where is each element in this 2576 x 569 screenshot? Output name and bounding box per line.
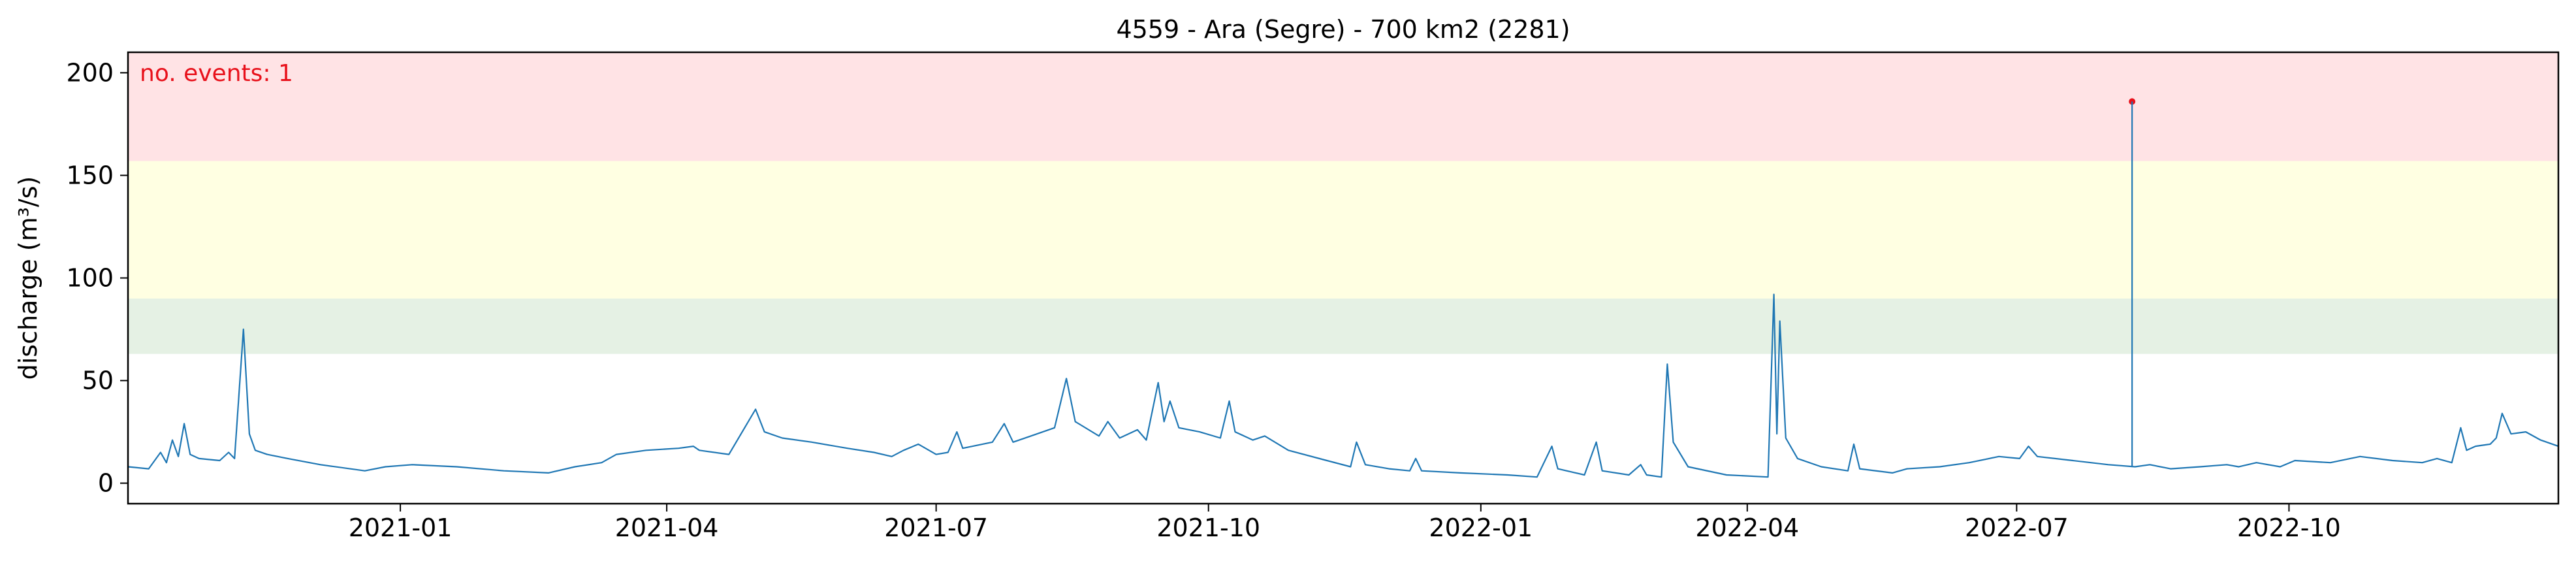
threshold-bands bbox=[128, 52, 2558, 354]
threshold-band-2 bbox=[128, 161, 2558, 299]
y-tick-label: 100 bbox=[66, 264, 114, 293]
y-axis-ticks: 0 50 100 150 200 bbox=[66, 58, 128, 498]
x-tick-label: 2021-07 bbox=[884, 513, 988, 542]
event-count-annotation: no. events: 1 bbox=[140, 60, 293, 87]
x-tick-label: 2021-04 bbox=[615, 513, 719, 542]
chart-title: 4559 - Ara (Segre) - 700 km2 (2281) bbox=[1116, 15, 1570, 44]
y-tick-label: 200 bbox=[66, 58, 114, 87]
x-axis-ticks: 2021-01 2021-04 2021-07 2021-10 2022-01 2022-… bbox=[349, 504, 2341, 542]
threshold-band-1 bbox=[128, 298, 2558, 354]
x-tick-label: 2022-01 bbox=[1429, 513, 1533, 542]
series-line-1 bbox=[127, 293, 2559, 478]
event-marker-layer bbox=[2129, 98, 2136, 467]
y-tick-label: 50 bbox=[82, 366, 114, 395]
x-tick-label: 2022-10 bbox=[2237, 513, 2341, 542]
x-tick-label: 2021-01 bbox=[349, 513, 453, 542]
x-tick-label: 2021-10 bbox=[1156, 513, 1260, 542]
series-layer bbox=[127, 293, 2559, 478]
y-tick-label: 0 bbox=[98, 469, 114, 498]
y-axis-label: discharge (m³/s) bbox=[14, 176, 42, 380]
threshold-band-3 bbox=[128, 52, 2558, 161]
x-tick-label: 2022-07 bbox=[1965, 513, 2069, 542]
y-tick-label: 150 bbox=[66, 161, 114, 189]
x-tick-label: 2022-04 bbox=[1695, 513, 1799, 542]
